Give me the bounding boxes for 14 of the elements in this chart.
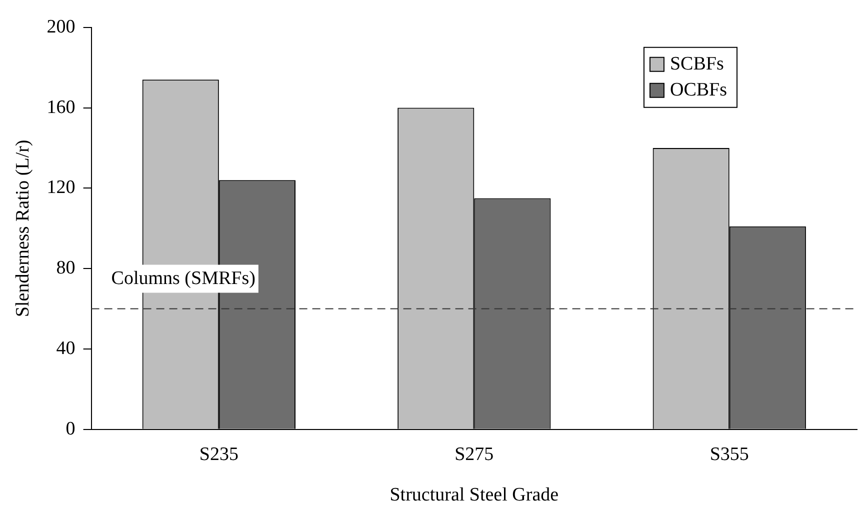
y-tick-label: 80 xyxy=(56,258,76,279)
legend-label: OCBFs xyxy=(670,79,728,100)
ref-line-label: Columns (SMRFs) xyxy=(111,268,256,289)
legend-label: SCBFs xyxy=(670,53,724,74)
y-tick-label: 160 xyxy=(46,96,76,118)
y-tick-label: 40 xyxy=(56,338,76,359)
x-tick-label: S275 xyxy=(454,444,494,465)
x-axis-title: Structural Steel Grade xyxy=(390,484,559,506)
y-tick-label: 0 xyxy=(66,418,76,440)
x-tick-label: S235 xyxy=(199,444,238,465)
x-tick-label: S355 xyxy=(710,444,749,465)
y-tick-label: 120 xyxy=(46,177,76,198)
y-tick-label: 200 xyxy=(46,16,76,38)
y-axis-title: Slenderness Ratio (L/r) xyxy=(12,140,34,318)
